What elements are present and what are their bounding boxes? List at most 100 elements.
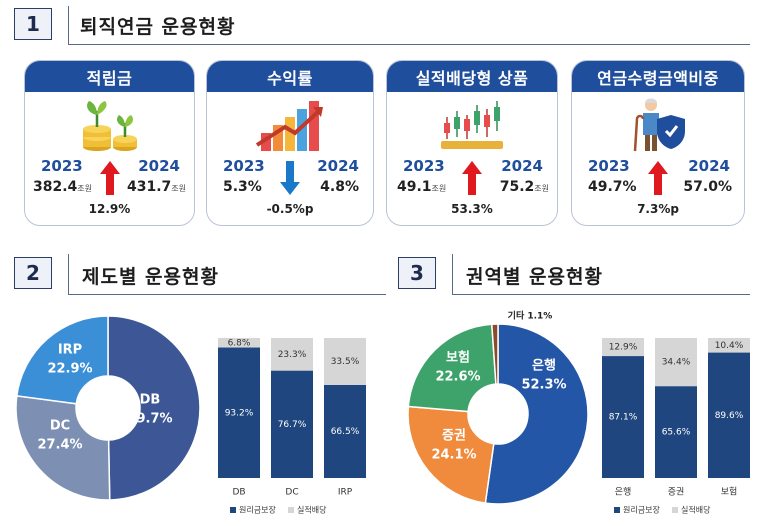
bar-label-principal-bank: 87.1% — [609, 413, 638, 423]
donut-slice-bank — [484, 323, 589, 505]
card-change: 7.3%p — [637, 202, 679, 216]
x-tick-label-insurance: 보험 — [721, 487, 738, 498]
bar-performance-securities — [655, 338, 697, 387]
donut-slice-insurance — [407, 323, 497, 413]
slice-value-dc: 27.4% — [37, 438, 82, 453]
x-tick-label-db: DB — [232, 488, 245, 498]
donut-slice-db — [107, 315, 201, 501]
section2-number: 2 — [14, 257, 52, 289]
up-arrow-icon — [462, 161, 482, 195]
slice-value-bank: 52.3% — [521, 378, 566, 393]
x-tick-label-bank: 은행 — [615, 486, 632, 498]
section3-divider — [452, 254, 453, 294]
bar-label-performance-securities: 34.4% — [662, 358, 691, 368]
bar-label-performance-dc: 23.3% — [278, 350, 307, 360]
bar-principal-securities — [655, 386, 697, 478]
up-arrow-icon — [99, 161, 120, 195]
card-annuity-share: 연금수령금액비중 2023 2024 49.7% 57.0% 7.3%p — [571, 60, 745, 226]
bar-principal-irp — [324, 384, 366, 478]
card-year-a: 2023 — [223, 157, 265, 175]
slice-category-insurance: 보험 — [446, 350, 470, 366]
section2-header: 2 — [14, 257, 52, 289]
card-title: 실적배당형 상품 — [387, 61, 557, 92]
section1-divider — [68, 6, 69, 44]
bar-label-principal-dc: 76.7% — [278, 420, 307, 430]
card-year-b: 2024 — [138, 157, 180, 175]
bar-performance-irp — [324, 338, 366, 385]
x-tick-label-dc: DC — [285, 488, 298, 498]
donut-chart-by-plan: DB 49.7% DC 27.4% IRP 22.9% — [15, 315, 201, 501]
section3-number: 3 — [398, 257, 436, 289]
section1-title: 퇴직연금 운용현황 — [80, 16, 236, 38]
donut-chart-by-sector: 은행 52.3% 증권 24.1% 보험 22.6% 기타 1.1% — [407, 310, 589, 505]
card-year-b: 2024 — [688, 157, 730, 175]
card-title: 적립금 — [25, 61, 194, 92]
slice-value-irp: 22.9% — [47, 362, 92, 377]
bar-label-performance-irp: 33.5% — [331, 357, 360, 367]
slice-category-irp: IRP — [58, 343, 82, 358]
card-value-b: 75.2조원 — [499, 179, 549, 195]
card-value-b: 431.7조원 — [126, 179, 186, 195]
slice-value-insurance: 22.6% — [435, 370, 480, 385]
money-plant-icon — [82, 101, 137, 151]
bar-performance-dc — [271, 338, 313, 371]
card-year-a: 2023 — [588, 157, 630, 175]
slice-category-dc: DC — [50, 419, 70, 434]
stacked-bar-chart-by-plan: 93.2% 6.8% DB 76.7% 23.3% DC 66.5% 33.5% IRP 원리금보… — [218, 338, 366, 515]
slice-value-db: 49.7% — [127, 412, 172, 427]
card-year-b: 2024 — [317, 157, 359, 175]
bar-label-principal-irp: 66.5% — [331, 427, 360, 437]
donut-slice-other — [490, 323, 499, 385]
bar-principal-bank — [602, 356, 644, 478]
section2-divider — [68, 254, 69, 294]
slice-label-other: 기타 1.1% — [508, 310, 553, 322]
x-tick-label-irp: IRP — [338, 488, 353, 498]
slice-category-bank: 은행 — [532, 358, 556, 374]
legend-swatch-principal — [614, 507, 620, 513]
section1-underline — [68, 44, 750, 45]
card-value-a: 49.7% — [588, 179, 637, 195]
donut-slice-securities — [407, 405, 495, 504]
bar-label-principal-insurance: 89.6% — [715, 411, 744, 421]
card-year-b: 2024 — [501, 157, 543, 175]
section3-underline — [452, 294, 750, 295]
donut-slice-irp — [15, 315, 109, 405]
legend-label-principal: 원리금보장 — [623, 505, 660, 515]
section3-title: 권역별 운용현황 — [466, 266, 603, 288]
bar-performance-bank — [602, 338, 644, 357]
section1-number: 1 — [14, 8, 52, 40]
card-change: 12.9% — [88, 202, 131, 216]
legend-swatch-principal — [230, 507, 236, 513]
slice-category-db: DB — [140, 393, 161, 408]
donut-slice-dc — [15, 395, 111, 501]
card-reserve: 적립금 2023 2024 382.4조원 431.7조원 12.9% — [24, 60, 195, 226]
bar-label-performance-bank: 12.9% — [609, 343, 638, 353]
legend-label-performance: 실적배당 — [297, 505, 327, 515]
section2-underline — [68, 294, 386, 295]
section3-header: 3 — [398, 257, 436, 289]
candlestick-chart-icon — [441, 101, 503, 149]
section1-header: 1 — [14, 8, 52, 40]
card-change: -0.5%p — [266, 202, 314, 216]
bar-principal-db — [218, 347, 260, 478]
card-value-a: 49.1조원 — [397, 179, 447, 195]
bar-performance-db — [218, 338, 260, 348]
up-arrow-icon — [648, 161, 668, 195]
x-tick-label-securities: 증권 — [668, 486, 685, 498]
card-return: 수익률 2023 2024 5.3% 4.8% -0.5%p — [206, 60, 374, 226]
bar-label-performance-db: 6.8% — [228, 338, 251, 348]
rising-bar-chart-icon — [255, 101, 323, 151]
card-value-a: 5.3% — [223, 179, 262, 195]
slice-category-securities: 증권 — [442, 429, 466, 444]
legend-label-principal: 원리금보장 — [239, 505, 276, 515]
bar-label-principal-securities: 65.6% — [662, 428, 691, 438]
legend-swatch-performance — [288, 507, 294, 513]
elderly-shield-icon — [633, 98, 685, 152]
card-value-b: 4.8% — [320, 179, 359, 195]
bar-performance-insurance — [708, 338, 750, 353]
card-performance-products: 실적배당형 상품 2023 2024 49.1조원 75.2조원 53.3% — [386, 60, 558, 226]
legend-swatch-performance — [672, 507, 678, 513]
slice-value-securities: 24.1% — [431, 448, 476, 463]
bar-label-performance-insurance: 10.4% — [715, 341, 744, 351]
card-year-a: 2023 — [41, 157, 83, 175]
